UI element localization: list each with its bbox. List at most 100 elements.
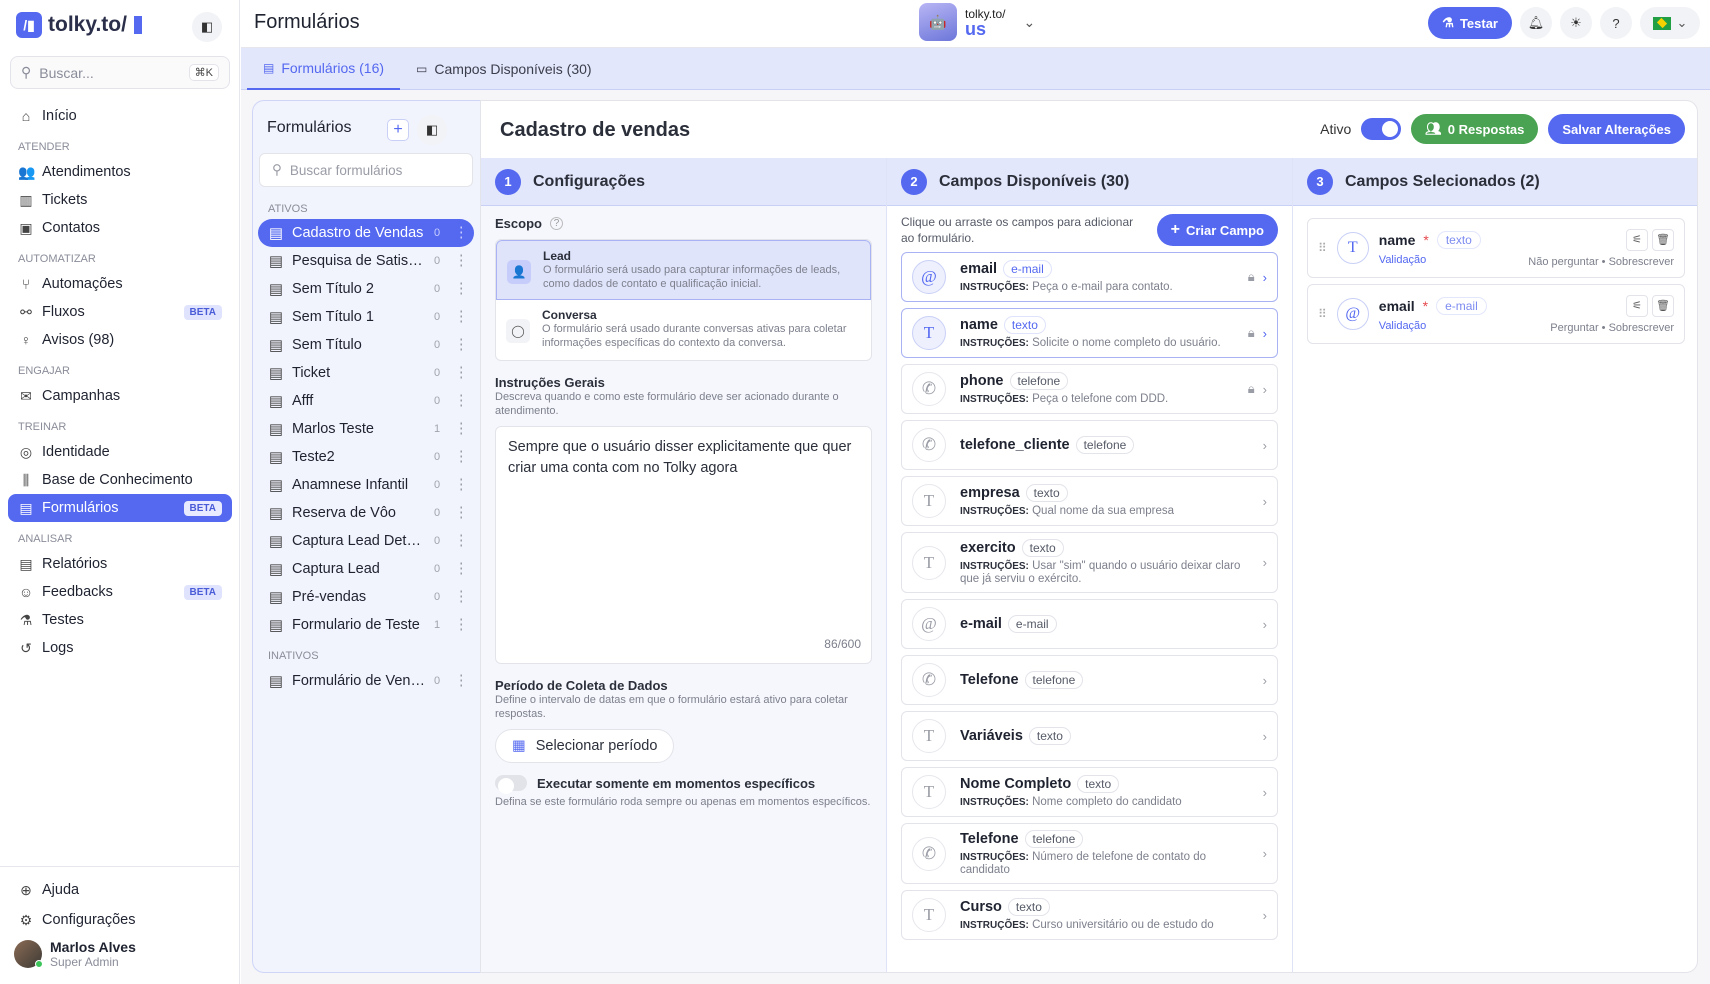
more-menu-icon[interactable]: ⋮ <box>454 589 469 605</box>
sidebar-item-ajuda[interactable]: ⊕ Ajuda <box>8 875 232 905</box>
save-button[interactable]: Salvar Alterações <box>1548 114 1685 144</box>
scope-option-conversa[interactable]: ◯ Conversa O formulário será usado durante… <box>496 300 871 360</box>
form-list-item[interactable]: ▤ Reserva de Vôo 0 ⋮ <box>268 505 469 522</box>
more-menu-icon[interactable]: ⋮ <box>454 449 469 465</box>
form-list-item[interactable]: ▤ Teste2 0 ⋮ <box>268 449 469 466</box>
add-form-button[interactable]: + <box>387 119 409 141</box>
form-list-item[interactable]: ▤ Anamnese Infantil 0 ⋮ <box>268 477 469 494</box>
selected-field-card[interactable]: ⠿ @ email * e-mail Validação ⚟ 🗑︎ Perguntar • So… <box>1307 284 1685 344</box>
sidebar-item-configuracoes[interactable]: ⚙ Configurações <box>8 905 232 935</box>
available-field-card[interactable]: ✆ telefone_cliente telefone › <box>901 420 1278 470</box>
more-menu-icon[interactable]: ⋮ <box>454 561 469 577</box>
delete-field-button[interactable]: 🗑︎ <box>1652 228 1674 251</box>
more-menu-icon[interactable]: ⋮ <box>454 477 469 493</box>
sidebar-item-contatos[interactable]: ▣ Contatos <box>8 214 232 242</box>
sidebar-item-inicio[interactable]: ⌂ Início <box>8 102 232 130</box>
tab-campos-disponiveis-30[interactable]: ▭ Campos Disponíveis (30) <box>416 61 592 77</box>
sidebar-item-automacoes[interactable]: ⑂ Automações <box>8 270 232 298</box>
user-profile[interactable]: Marlos Alves Super Admin <box>8 935 232 973</box>
language-selector[interactable]: ⌄ <box>1640 7 1700 39</box>
more-menu-icon[interactable]: ⋮ <box>454 337 469 353</box>
available-field-card[interactable]: @ email e-mail INSTRUÇÕES: Peça o e-mail pa… <box>901 252 1278 302</box>
response-count: 0 <box>434 535 441 547</box>
more-menu-icon[interactable]: ⋮ <box>454 421 469 437</box>
scope-option-lead[interactable]: 👤 Lead O formulário será usado para captur… <box>496 240 871 300</box>
plus-icon: + <box>1170 221 1180 238</box>
available-field-card[interactable]: T Curso texto INSTRUÇÕES: Curso universitár… <box>901 890 1278 940</box>
more-menu-icon[interactable]: ⋮ <box>454 617 469 633</box>
more-menu-icon[interactable]: ⋮ <box>454 365 469 381</box>
form-list-item[interactable]: ▤ Pré-vendas 0 ⋮ <box>268 589 469 606</box>
drag-handle-icon[interactable]: ⠿ <box>1318 241 1327 255</box>
specific-moments-toggle[interactable] <box>495 775 527 794</box>
form-list-item[interactable]: ▤ Sem Título 0 ⋮ <box>268 337 469 354</box>
flask-icon: ⚗ <box>19 611 33 628</box>
available-field-card[interactable]: ✆ Telefone telefone › <box>901 655 1278 705</box>
form-list-item[interactable]: ▤Captura Lead Detalhada0⋮ <box>268 533 469 550</box>
collapse-list-button[interactable]: ◧ <box>417 115 447 145</box>
more-menu-icon[interactable]: ⋮ <box>454 673 469 689</box>
create-field-button[interactable]: + Criar Campo <box>1156 214 1278 246</box>
responses-button[interactable]: 👥︎ 0 Respostas <box>1411 114 1539 144</box>
sidebar-item-formularios[interactable]: ▤ Formulários BETA <box>8 494 232 522</box>
lifebuoy-icon: ⊕ <box>20 881 32 898</box>
collapse-sidebar-button[interactable]: ◧ <box>192 12 222 42</box>
forms-search-input[interactable]: ⚲ Buscar formulários <box>259 153 473 187</box>
select-period-button[interactable]: ▦ Selecionar período <box>495 729 675 763</box>
theme-toggle-button[interactable]: ☀ <box>1560 7 1592 39</box>
form-list-item[interactable]: ▤ Sem Título 2 0 ⋮ <box>268 281 469 298</box>
sidebar-item-relatorios[interactable]: ▤ Relatórios <box>8 550 232 578</box>
form-list-item[interactable]: ▤Pesquisa de Satisfação0⋮ <box>268 253 469 270</box>
help-icon[interactable]: ? <box>549 217 563 230</box>
form-list-item[interactable]: ▤ Sem Título 1 0 ⋮ <box>268 309 469 326</box>
form-list-item[interactable]: ▤ Formulário de Vendas 0 ⋮ <box>268 673 469 690</box>
tab-formularios-16[interactable]: ▤ Formulários (16) <box>247 48 401 90</box>
form-list-item[interactable]: ▤ Formulario de Teste 1 ⋮ <box>268 617 469 634</box>
validation-link[interactable]: Validação <box>1378 319 1427 332</box>
workspace-switcher[interactable]: 🤖 tolky.to/us ⌄ <box>919 3 1035 41</box>
available-field-card[interactable]: ✆ phone telefone INSTRUÇÕES: Peça o telefon… <box>901 364 1278 414</box>
available-field-card[interactable]: @ e-mail e-mail › <box>901 599 1278 649</box>
sidebar-item-tickets[interactable]: ▥ Tickets <box>8 186 232 214</box>
field-settings-button[interactable]: ⚟ <box>1626 228 1648 251</box>
notifications-button[interactable]: 🔔︎ <box>1520 7 1552 39</box>
sidebar-item-feedbacks[interactable]: ☺ Feedbacks BETA <box>8 578 232 606</box>
delete-field-button[interactable]: 🗑︎ <box>1652 294 1674 317</box>
logo[interactable]: /▮ tolky.to/ <box>16 12 142 38</box>
more-menu-icon[interactable]: ⋮ <box>454 253 469 269</box>
more-menu-icon[interactable]: ⋮ <box>454 393 469 409</box>
drag-handle-icon[interactable]: ⠿ <box>1318 307 1327 321</box>
global-search[interactable]: ⚲ Buscar... ⌘K <box>10 56 230 89</box>
available-field-card[interactable]: T Variáveis texto › <box>901 711 1278 761</box>
available-field-card[interactable]: ✆ Telefone telefone INSTRUÇÕES: Número de t… <box>901 823 1278 884</box>
form-list-item[interactable]: ▤ Captura Lead 0 ⋮ <box>268 561 469 578</box>
form-list-item[interactable]: ▤ Ticket 0 ⋮ <box>268 365 469 382</box>
sidebar-item-testes[interactable]: ⚗ Testes <box>8 606 232 634</box>
sidebar-item-logs[interactable]: ↺ Logs <box>8 634 232 662</box>
more-menu-icon[interactable]: ⋮ <box>454 505 469 521</box>
more-menu-icon[interactable]: ⋮ <box>454 309 469 325</box>
sidebar-item-identidade[interactable]: ◎ Identidade <box>8 438 232 466</box>
sidebar-item-base-de-conhecimento[interactable]: ⫼ Base de Conhecimento <box>8 466 232 494</box>
more-menu-icon[interactable]: ⋮ <box>454 281 469 297</box>
active-toggle[interactable] <box>1361 118 1402 140</box>
more-menu-icon[interactable]: ⋮ <box>454 225 469 241</box>
sidebar-item-avisos-98[interactable]: ♀ Avisos (98) <box>8 326 232 354</box>
test-button[interactable]: ⚗ Testar <box>1428 7 1512 39</box>
form-list-item[interactable]: ▤ Afff 0 ⋮ <box>268 393 469 410</box>
form-list-item[interactable]: ▤ Marlos Teste 1 ⋮ <box>268 421 469 438</box>
instructions-textarea[interactable]: Sempre que o usuário disser explicitamen… <box>495 426 872 664</box>
validation-link[interactable]: Validação <box>1378 253 1427 266</box>
field-settings-button[interactable]: ⚟ <box>1626 294 1648 317</box>
more-menu-icon[interactable]: ⋮ <box>454 533 469 549</box>
available-field-card[interactable]: T Nome Completo texto INSTRUÇÕES: Nome comp… <box>901 767 1278 817</box>
sidebar-item-atendimentos[interactable]: 👥 Atendimentos <box>8 158 232 186</box>
form-list-item[interactable]: ▤ Cadastro de Vendas 0 ⋮ <box>258 219 474 247</box>
sidebar-item-fluxos[interactable]: ⚯ Fluxos BETA <box>8 298 232 326</box>
help-button[interactable]: ? <box>1600 7 1632 39</box>
sidebar-item-campanhas[interactable]: ✉ Campanhas <box>8 382 232 410</box>
